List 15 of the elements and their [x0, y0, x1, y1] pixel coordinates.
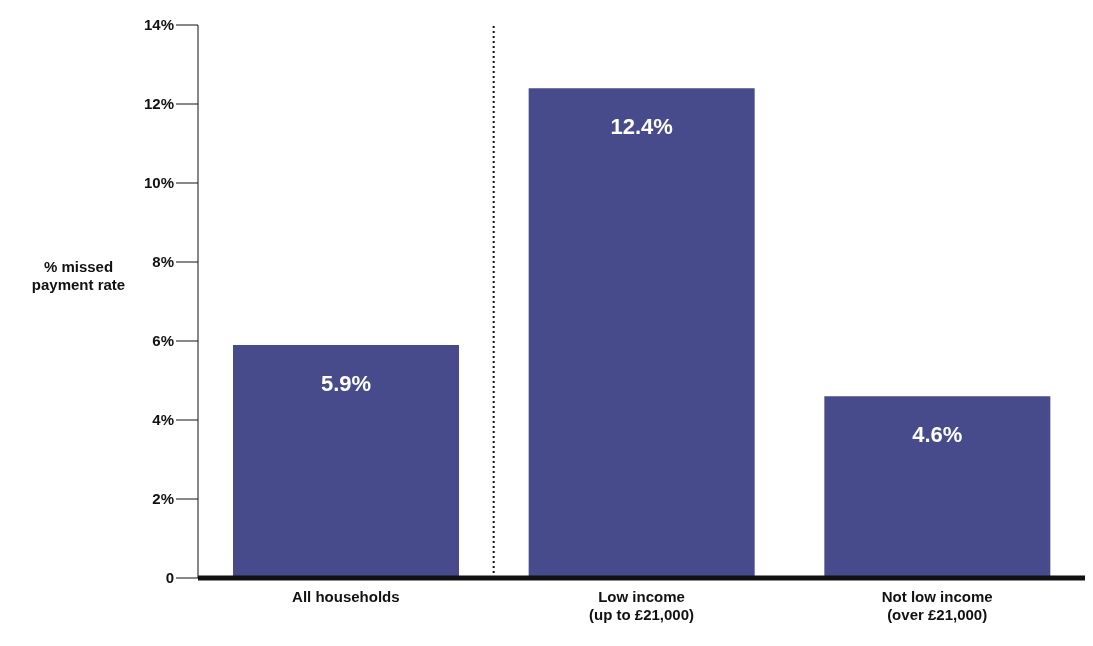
data-label: 12.4%	[610, 113, 673, 139]
x-tick-label: Low income (up to £21,000)	[588, 588, 695, 623]
x-tick-label: All households	[292, 588, 400, 605]
y-tick-label: 4%	[152, 411, 174, 429]
y-tick-label: 6%	[152, 332, 174, 350]
y-axis-title: % missed payment rate	[30, 258, 127, 294]
y-tick-label: 8%	[152, 253, 174, 271]
y-tick-label: 14%	[143, 16, 174, 34]
y-tick-label: 2%	[152, 490, 174, 508]
data-label: 5.9%	[320, 370, 372, 396]
x-tick-label: Not low income (over £21,000)	[881, 588, 993, 623]
y-tick-label: 12%	[143, 95, 174, 113]
y-tick-label: 10%	[143, 174, 174, 192]
data-label: 4.6%	[912, 421, 963, 447]
y-tick-label: 0	[165, 569, 174, 587]
